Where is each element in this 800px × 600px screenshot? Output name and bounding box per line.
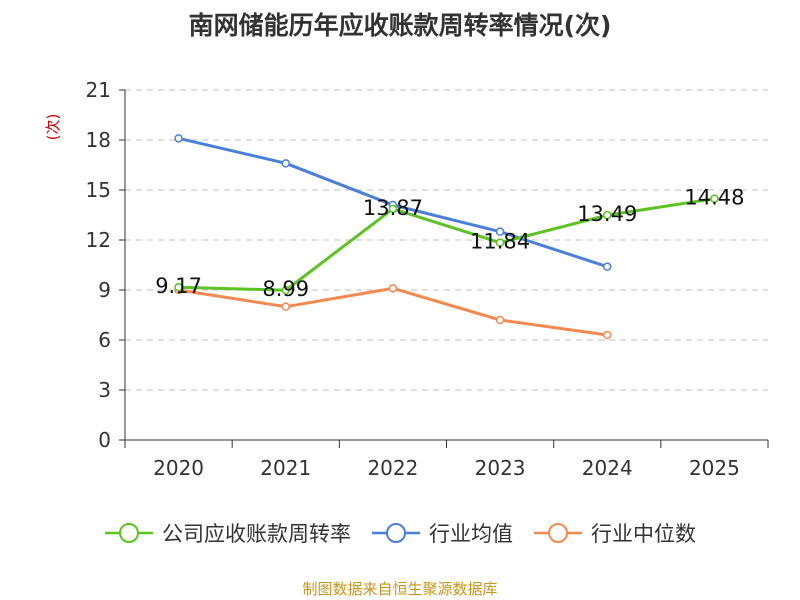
series-lines	[178, 136, 715, 337]
x-tick-label: 2021	[260, 456, 311, 480]
data-point	[710, 194, 719, 203]
data-label: 11.84	[470, 230, 530, 254]
series-line	[178, 286, 608, 337]
data-labels: 9.17 8.99 13.87 11.84 13.49 14.48	[155, 186, 744, 301]
data-point	[388, 284, 398, 293]
data-point	[495, 315, 505, 325]
data-point	[495, 227, 505, 236]
data-label: 9.17	[155, 274, 202, 298]
legend: 公司应收账款周转率 行业均值 行业中位数	[0, 518, 800, 548]
data-point	[603, 330, 612, 340]
y-tick-label: 12	[86, 228, 111, 252]
data-label: 14.48	[684, 186, 744, 210]
data-point	[603, 262, 612, 271]
data-point	[281, 302, 290, 311]
source-note: 制图数据来自恒生聚源数据库	[302, 580, 498, 598]
x-tick-label: 2022	[367, 456, 418, 480]
legend-label: 行业均值	[429, 522, 513, 546]
y-tick-label: 3	[98, 378, 111, 402]
axes: 0 3 6 9 12 15 18 21 2020 2021 2022 2023 2024 2025	[86, 78, 769, 480]
x-tick-label: 2024	[582, 456, 633, 480]
y-tick-label: 6	[98, 328, 111, 352]
y-tick-label: 9	[98, 278, 111, 302]
legend-circle	[386, 523, 406, 543]
series-points	[174, 134, 719, 340]
data-point	[495, 238, 505, 247]
y-tick-label: 0	[98, 428, 111, 452]
legend-marker	[372, 523, 420, 543]
data-label: 13.49	[577, 202, 637, 226]
legend-label: 行业中位数	[591, 522, 696, 546]
legend-circle	[548, 523, 568, 543]
legend-item[interactable]: 公司应收账款周转率	[104, 518, 351, 548]
gridlines	[125, 89, 768, 391]
y-tick-label: 18	[86, 128, 111, 152]
data-point	[281, 285, 290, 295]
legend-circle	[119, 523, 139, 543]
legend-label: 公司应收账款周转率	[162, 522, 351, 546]
y-axis-label: (次)	[44, 114, 62, 141]
chart-title: 南网储能历年应收账款周转率情况(次)	[188, 11, 612, 40]
legend-marker	[534, 523, 582, 543]
data-point	[603, 210, 612, 220]
x-tick-label: 2023	[475, 456, 526, 480]
data-point	[281, 159, 290, 168]
data-label: 8.99	[262, 277, 309, 301]
data-point	[388, 204, 398, 214]
legend-marker	[105, 523, 153, 543]
legend-item[interactable]: 行业中位数	[533, 518, 696, 548]
series-line	[178, 197, 715, 292]
y-tick-label: 21	[86, 78, 111, 102]
legend-item[interactable]: 行业均值	[371, 518, 513, 548]
y-tick-label: 15	[86, 178, 111, 202]
x-tick-label: 2025	[689, 456, 740, 480]
data-label: 13.87	[363, 196, 423, 220]
x-tick-label: 2020	[153, 456, 204, 480]
data-point	[174, 134, 183, 143]
data-point	[174, 282, 183, 292]
